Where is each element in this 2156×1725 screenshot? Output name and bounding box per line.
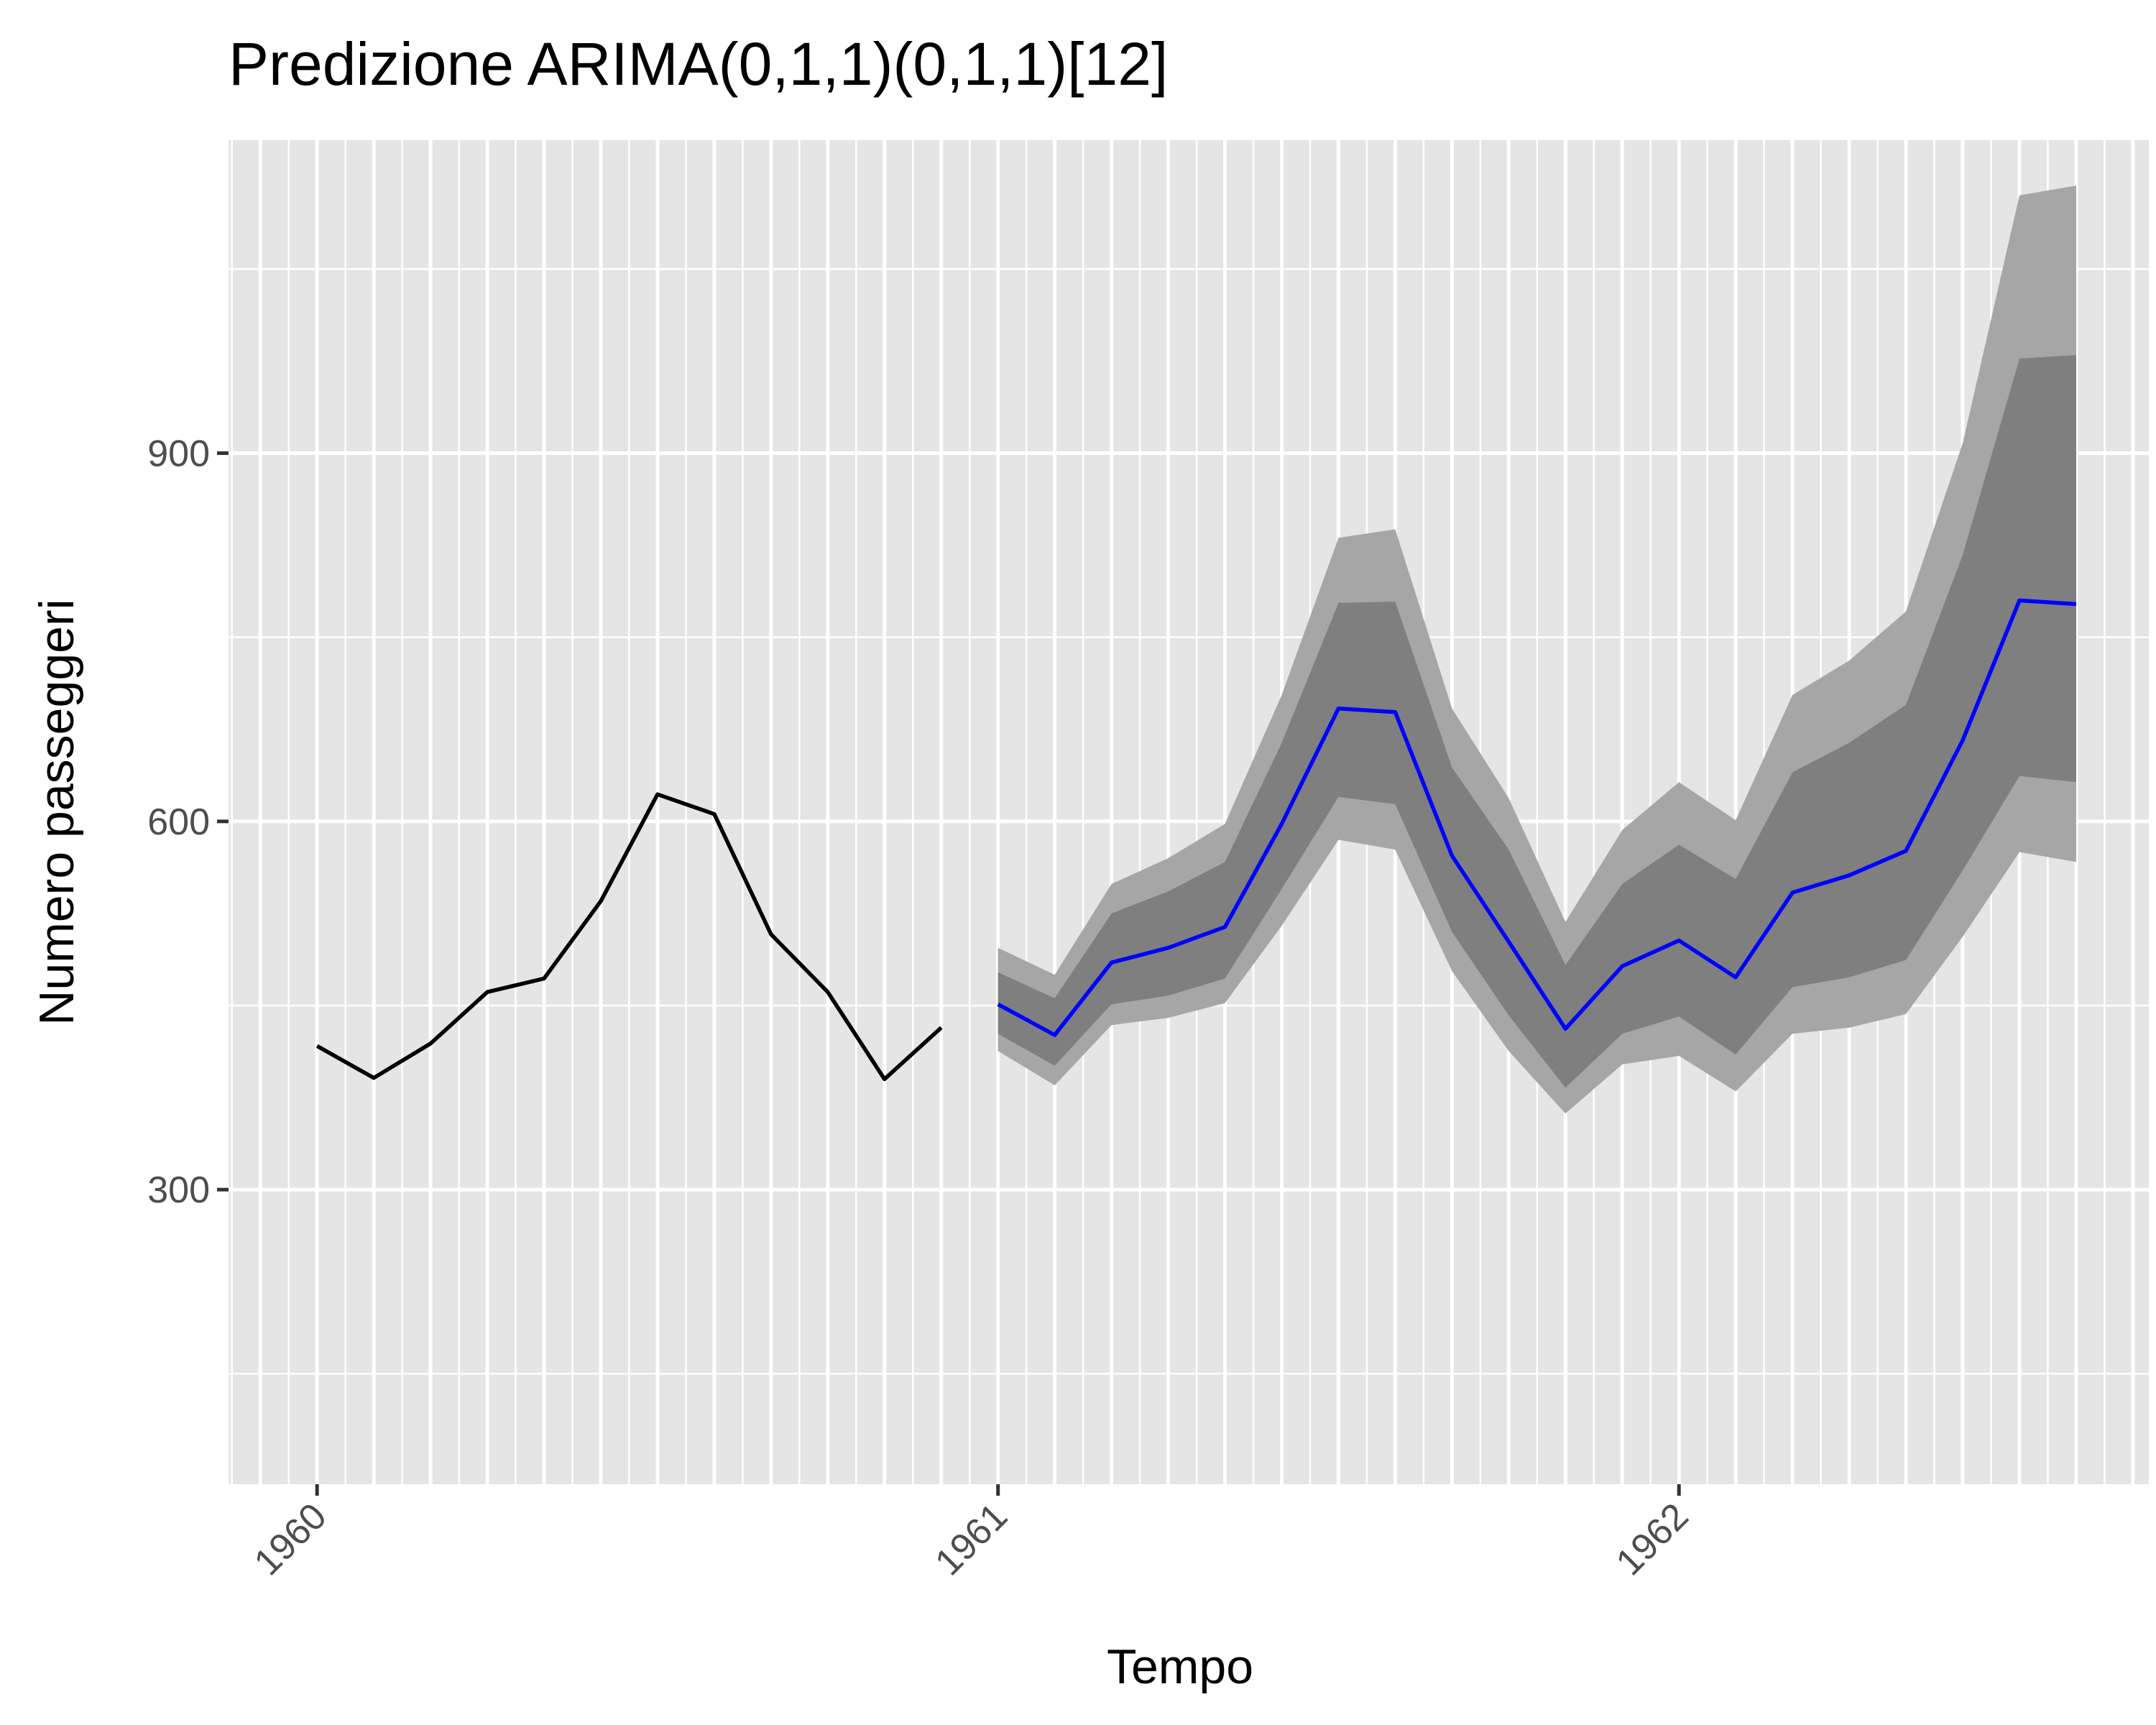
y-axis: 300 600 900	[147, 433, 229, 1211]
y-axis-title: Numero passeggeri	[29, 599, 84, 1025]
x-tick-label: 1960	[247, 1495, 335, 1583]
forecast-band-80	[998, 354, 2076, 1088]
x-axis: 1960 1961 1962	[247, 1484, 1697, 1583]
x-axis-title: Tempo	[1107, 1639, 1253, 1694]
x-tick-label: 1962	[1608, 1495, 1697, 1583]
y-tick-label: 900	[147, 433, 210, 474]
chart-title: Predizione ARIMA(0,1,1)(0,1,1)[12]	[229, 30, 1168, 98]
forecast-series-line	[997, 598, 2077, 1037]
y-tick-label: 600	[147, 801, 210, 843]
y-tick-label: 300	[147, 1169, 210, 1211]
x-tick-label: 1961	[927, 1495, 1015, 1583]
grid-minor-x	[231, 140, 2106, 1484]
observed-series-line	[315, 792, 943, 1082]
